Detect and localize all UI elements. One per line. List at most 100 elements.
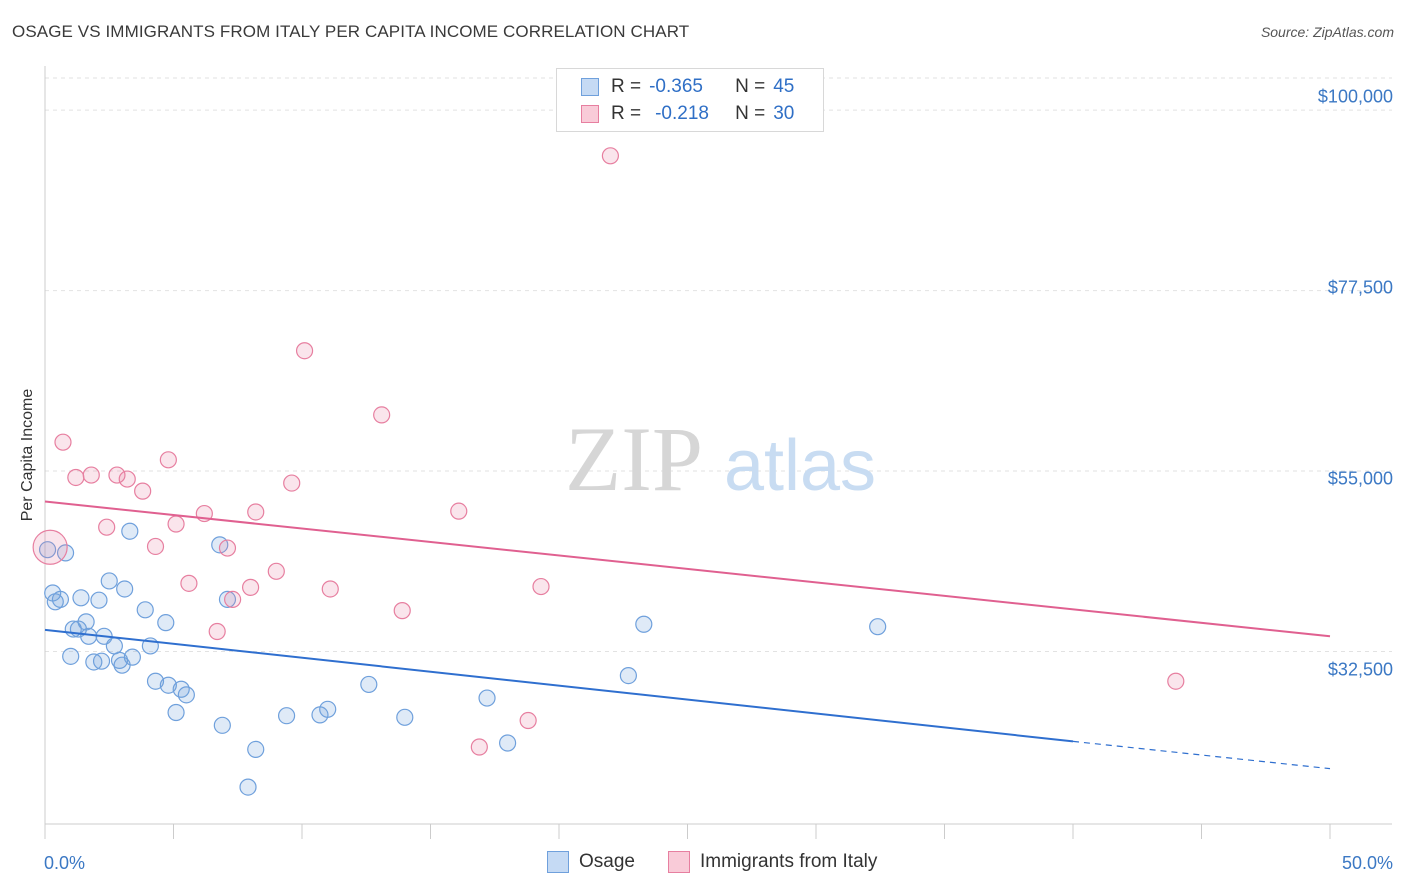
data-point	[247, 740, 265, 759]
n-value: 30	[773, 103, 795, 124]
data-point	[98, 518, 116, 536]
osage-swatch-icon	[547, 851, 569, 873]
data-point	[242, 578, 260, 596]
data-point	[108, 466, 126, 484]
r-label: R =	[611, 103, 642, 124]
x-tick-label-min: 0.0%	[44, 853, 86, 873]
data-point	[213, 716, 231, 734]
data-point	[67, 468, 85, 487]
legend-item-italy: Immigrants from Italy	[668, 851, 877, 873]
data-point	[100, 572, 118, 590]
data-point	[159, 451, 177, 469]
data-point	[393, 602, 411, 620]
data-point	[121, 522, 139, 540]
data-point	[360, 675, 378, 694]
data-point	[123, 648, 141, 666]
data-point	[38, 541, 57, 559]
data-point	[157, 614, 175, 632]
data-point	[54, 433, 72, 451]
y-tick-label: $55,000	[1327, 468, 1393, 489]
data-point	[32, 529, 68, 565]
data-point	[118, 470, 136, 488]
n-value: 45	[773, 76, 795, 97]
data-point	[218, 590, 237, 608]
y-axis-label: Per Capita Income	[19, 388, 36, 522]
data-point	[478, 689, 496, 707]
correlation-legend: R = -0.365 N = 45 R = -0.218 N = 30	[556, 68, 824, 132]
trend-lines	[44, 500, 1331, 770]
y-tick-label: $32,500	[1327, 659, 1393, 680]
data-point	[267, 562, 285, 580]
watermark-zip: ZIP	[565, 408, 703, 510]
y-tick-label: $77,500	[1327, 277, 1393, 298]
data-point	[105, 637, 123, 655]
series-legend: Osage Immigrants from Italy	[0, 851, 1406, 877]
trend-line	[44, 500, 1331, 638]
data-point	[373, 406, 391, 424]
n-label: N =	[735, 103, 766, 124]
y-tick-label: $100,000	[1317, 86, 1393, 107]
data-point	[519, 711, 537, 730]
data-point	[450, 502, 468, 520]
data-point	[239, 778, 257, 796]
data-point	[92, 652, 111, 670]
r-value: -0.365	[649, 76, 703, 97]
data-point	[90, 591, 108, 609]
data-point	[56, 544, 75, 562]
x-tick-label-max: 50.0%	[1341, 853, 1393, 873]
data-point	[116, 580, 134, 598]
data-point	[499, 734, 517, 752]
source-label: Source: ZipAtlas.com	[1260, 24, 1394, 40]
watermark-atlas: atlas	[724, 426, 876, 506]
trend-line-extrapolated	[1072, 740, 1331, 770]
data-point	[180, 574, 198, 592]
data-point	[159, 676, 177, 694]
osage-swatch-icon	[581, 78, 599, 96]
gridlines	[45, 77, 1392, 653]
data-point	[319, 700, 337, 718]
chart-title: OSAGE VS IMMIGRANTS FROM ITALY PER CAPIT…	[12, 22, 690, 41]
data-point	[869, 618, 887, 636]
legend-item-osage: Osage	[547, 851, 635, 873]
data-point	[77, 613, 95, 631]
n-label: N =	[735, 76, 766, 97]
data-point	[470, 738, 488, 756]
watermark: ZIP atlas	[565, 408, 876, 510]
data-point	[146, 672, 165, 690]
data-point	[1167, 672, 1185, 690]
data-point	[51, 590, 70, 608]
data-point	[224, 590, 242, 608]
data-point	[283, 474, 301, 492]
data-point	[321, 580, 339, 598]
data-point	[110, 651, 129, 669]
data-point	[134, 482, 152, 500]
data-point	[177, 686, 195, 704]
axes	[44, 66, 1392, 839]
r-value: -0.218	[655, 103, 709, 124]
data-point	[619, 667, 637, 685]
data-point	[635, 615, 653, 633]
legend-row-italy: R = -0.218 N = 30	[581, 102, 794, 126]
italy-swatch-icon	[668, 851, 690, 873]
series-italy-points	[32, 147, 1185, 756]
data-point	[532, 577, 550, 596]
data-point	[396, 708, 414, 726]
legend-label-osage: Osage	[579, 851, 635, 872]
data-point	[80, 627, 98, 645]
legend-label-italy: Immigrants from Italy	[700, 851, 878, 872]
data-point	[146, 537, 165, 556]
r-label: R =	[611, 76, 642, 97]
trend-line	[44, 628, 1074, 743]
data-point	[72, 589, 90, 607]
legend-row-osage: R = -0.365 N = 45	[581, 75, 794, 99]
data-point	[277, 707, 296, 725]
data-point	[82, 466, 100, 484]
data-point	[136, 601, 154, 619]
data-point	[167, 703, 185, 722]
data-point	[167, 515, 185, 533]
data-point	[601, 147, 620, 165]
data-point	[247, 503, 265, 521]
series-osage-points	[38, 522, 887, 796]
italy-swatch-icon	[581, 105, 599, 123]
